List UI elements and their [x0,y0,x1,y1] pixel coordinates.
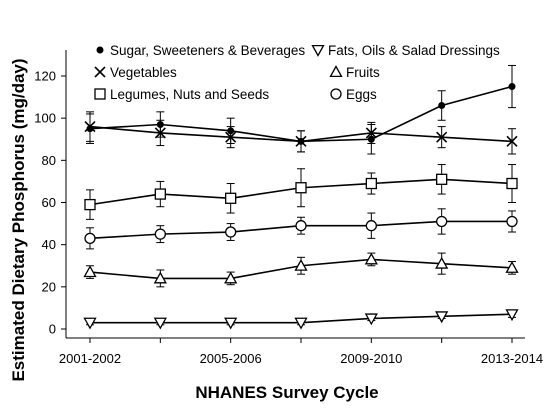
data-point [506,135,518,147]
data-point [154,188,166,200]
legend-label: Eggs [346,87,377,102]
data-point [295,220,307,232]
series-legumes-nuts-and-seeds [84,164,518,220]
series-vegetables [84,111,518,155]
legend-marker [311,44,325,57]
data-point [84,232,96,244]
data-point [294,258,308,271]
legend: Sugar, Sweeteners & Beverages Fats, Oils … [94,43,500,102]
legend-entry: Fruits [329,65,380,80]
data-point [436,215,448,228]
data-point [295,182,307,194]
y-tick-label: 120 [34,69,56,84]
legend-marker [94,88,106,100]
data-point [84,121,96,133]
data-point [225,226,237,238]
series-fats-oils-salad-dressings [83,309,519,330]
x-tick-label: 2005-2006 [200,351,262,366]
legend-marker [329,65,343,78]
y-tick-label: 40 [42,237,56,252]
y-axis-label: Estimated Dietary Phosphorus (mg/day) [9,58,28,381]
data-point [225,131,237,143]
legend-entry: Vegetables [94,65,177,80]
legend-label: Sugar, Sweeteners & Beverages [110,43,305,58]
data-point [364,252,378,265]
data-point [508,83,516,91]
y-tick-label: 100 [34,111,56,126]
data-point [154,127,166,139]
data-point [154,228,166,240]
data-point [295,135,307,147]
x-tick-label: 2009-2010 [340,351,402,366]
marker-stroke [154,127,166,139]
legend-entry: Fats, Oils & Salad Dressings [311,43,500,58]
legend-entry: Eggs [330,87,377,102]
legend-label: Fruits [346,65,380,80]
data-point [436,131,448,143]
marker-stroke [94,66,106,78]
data-point [224,317,238,330]
data-point [84,198,96,211]
legend-label: Vegetables [110,65,177,80]
x-axis-label: NHANES Survey Cycle [195,383,378,402]
legend-marker [94,66,106,78]
series-eggs [84,208,518,250]
data-point [506,215,518,228]
data-point [365,127,377,139]
legend-label: Fats, Oils & Salad Dressings [328,43,500,58]
data-point [153,317,167,330]
data-point [505,261,519,273]
data-point [364,313,378,326]
data-point [435,311,449,324]
data-point [365,220,377,232]
data-point [83,317,97,330]
marker-stroke [84,121,96,133]
data-point [153,271,167,284]
plot-area: 0 20 40 60 80 100 120 2001-2002 2005-2006 2009-20… [34,50,543,366]
data-point [365,177,377,190]
marker-stroke [436,131,448,143]
legend-entry: Sugar, Sweeteners & Beverages [96,43,305,58]
legend-label: Legumes, Nuts and Seeds [110,87,269,102]
data-point [83,265,97,278]
legend-marker [330,88,342,100]
data-point [505,309,519,322]
data-point [224,271,238,284]
legend-marker [96,46,104,54]
x-tick-label: 2013-2014 [481,351,543,366]
data-point [294,317,308,330]
y-tick-label: 0 [49,322,56,337]
marker-stroke [365,127,377,139]
data-point [438,102,446,110]
data-point [225,192,237,204]
y-tick-label: 20 [42,279,56,294]
marker-stroke [506,135,518,147]
marker-stroke [225,131,237,143]
data-point [506,177,518,190]
x-tick-label: 2001-2002 [59,351,121,366]
legend-entry: Legumes, Nuts and Seeds [94,87,269,102]
series-fruits [83,252,519,288]
y-tick-label: 80 [42,153,56,168]
marker-stroke [295,135,307,147]
y-tick-label: 60 [42,195,56,210]
data-point [436,173,448,185]
data-point [435,256,449,269]
